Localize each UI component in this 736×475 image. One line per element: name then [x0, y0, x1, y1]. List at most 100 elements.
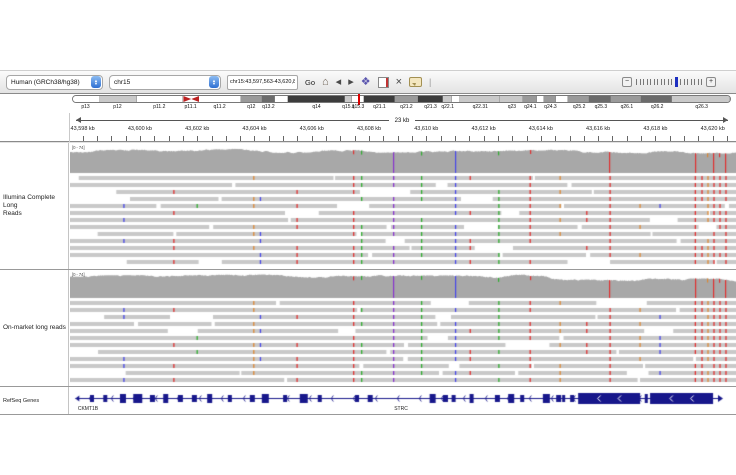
ideogram-band-label: p11.1 — [184, 104, 197, 110]
ruler-tick-label: 43,610 kb — [414, 126, 439, 132]
ruler-tick — [540, 136, 542, 141]
ideogram-band-label: p12 — [113, 104, 122, 110]
track-refseq-genes: RefSeq Genes CKMT1B STRC — [0, 387, 736, 415]
ideogram-band-label: p11.2 — [153, 104, 166, 110]
ideogram-band — [99, 96, 137, 102]
alignment-panel-canvas[interactable] — [70, 270, 736, 386]
zoom-in-button[interactable]: + — [706, 76, 716, 87]
ideogram-band — [199, 96, 242, 102]
ruler-tick-label: 43,608 kb — [356, 126, 382, 132]
zoom-slider-tick — [667, 78, 669, 85]
ideogram-band-label: q24.3 — [544, 104, 557, 110]
ideogram-band — [417, 96, 443, 102]
ruler-tick — [727, 136, 728, 141]
ideogram-band-label: q26.2 — [650, 104, 664, 110]
chromosome-select[interactable]: chr15 ▲ ▼ — [109, 74, 221, 90]
ideogram-band — [523, 96, 537, 102]
track-name: Illumina Complete Long — [3, 194, 56, 209]
locus-input[interactable] — [227, 74, 298, 90]
ideogram-band — [641, 96, 672, 102]
ruler-tick — [497, 136, 499, 141]
ruler-tick — [240, 136, 242, 141]
chromosome-ideogram[interactable] — [72, 94, 731, 105]
ruler-tick — [698, 136, 700, 141]
ruler-tick — [225, 136, 227, 141]
refresh-icon[interactable]: ❖ — [360, 76, 371, 88]
chromosome-select-value: chr15 — [114, 78, 131, 86]
zoom-slider-thumb[interactable] — [674, 76, 678, 87]
ruler-tick — [139, 136, 141, 141]
ruler-tick — [454, 136, 456, 141]
zoom-slider-tick — [646, 78, 648, 85]
ruler-tick — [684, 136, 686, 141]
zoom-slider-track[interactable] — [636, 76, 702, 87]
ideogram-bands — [72, 95, 731, 103]
zoom-out-button[interactable]: − — [622, 76, 632, 87]
ruler-tick — [311, 136, 313, 141]
dropdown-arrows-icon[interactable]: ▲ ▼ — [91, 76, 101, 88]
ideogram-band-label: q15.1 — [342, 104, 355, 110]
gene-label: CKMT1B — [77, 406, 99, 412]
coverage-range-label: [0 - 74] — [72, 272, 85, 277]
home-icon[interactable]: ⌂ — [322, 76, 329, 88]
ruler-tick-labels: 43,598 kb 43,600 kb 43,602 kb 43,604 kb 43,6… — [70, 126, 736, 133]
ruler-tick-label: 43,604 kb — [242, 126, 267, 132]
ideogram-band — [73, 96, 100, 102]
close-tracks-icon[interactable]: × — [395, 76, 403, 88]
ruler-tick — [268, 136, 270, 141]
ideogram-band-label: q26.1 — [620, 104, 634, 110]
ideogram-band — [275, 96, 289, 102]
ideogram-band — [536, 96, 545, 102]
ideogram-band — [288, 96, 345, 102]
ideogram-band-label: q25.2 — [572, 104, 586, 110]
ruler-tick — [397, 136, 399, 141]
track-on-market-long-reads: On-market long reads [0 - 74] — [0, 270, 736, 387]
go-button[interactable]: Go — [305, 77, 316, 87]
zoom-slider[interactable]: − + — [622, 75, 716, 88]
ruler-tick-label: 43,600 kb — [127, 126, 153, 132]
ruler-tick — [82, 136, 84, 141]
ruler-tick — [612, 136, 614, 141]
ideogram-band-label: q12 — [247, 104, 256, 110]
ideogram-band-label: q13.2 — [262, 104, 275, 110]
ideogram-band — [442, 96, 453, 102]
ruler-tick-label: 43,616 kb — [586, 126, 611, 132]
ruler-tick — [569, 136, 571, 141]
chromosome-ideogram-panel: p13 p12 p11.2 p11.1 q11.2 q12 q13.2 q14 q15.1 q15… — [0, 94, 736, 113]
span-indicator: 23 kb — [76, 116, 728, 125]
ideogram-band-label: q22.31 — [472, 104, 488, 110]
track-name-cell[interactable]: RefSeq Genes — [0, 387, 69, 414]
ruler-panel[interactable]: 23 kb 43,598 kb 43,600 kb 43,602 kb 43,604 … — [0, 113, 736, 142]
alignment-panel-canvas[interactable] — [70, 143, 736, 269]
dropdown-arrows-icon[interactable]: ▲ ▼ — [209, 76, 219, 88]
ideogram-band-label: q24.1 — [524, 104, 537, 110]
ideogram-band-label: q14 — [312, 104, 321, 110]
genome-select[interactable]: Human (GRCh38/hg38) ▲ ▼ — [6, 74, 103, 90]
ideogram-band — [183, 96, 200, 102]
zoom-slider-tick — [680, 78, 681, 85]
ideogram-band — [459, 96, 501, 102]
ideogram-band — [500, 96, 524, 102]
ruler-tick — [297, 136, 299, 141]
back-icon[interactable]: ◂ — [335, 76, 342, 88]
ruler-tick-label: 43,602 kb — [185, 126, 210, 132]
track-name-cell[interactable]: On-market long reads — [0, 270, 69, 386]
ideogram-band-label: q25.3 — [594, 104, 608, 110]
ideogram-band-label: q21.3 — [424, 104, 437, 110]
track-illumina-complete-long-reads: Illumina Complete Long Reads [0 - 74] — [0, 143, 736, 270]
popup-text-icon[interactable] — [409, 77, 423, 87]
region-tool-icon[interactable] — [377, 76, 389, 88]
ruler-tick — [426, 136, 428, 141]
forward-icon[interactable]: ▸ — [348, 76, 354, 88]
ideogram-band — [136, 96, 184, 102]
ideogram-band — [544, 96, 556, 102]
ideogram-position-marker — [358, 94, 360, 105]
toolbar-icons: ⌂ ◂ ▸ ❖ × | — [322, 76, 431, 88]
track-name-cell[interactable]: Illumina Complete Long Reads — [0, 143, 69, 269]
ideogram-band-label: q23 — [507, 104, 517, 110]
ideogram-band — [567, 96, 590, 102]
ruler-tick — [182, 136, 184, 141]
gene-track-canvas[interactable] — [70, 387, 736, 414]
ideogram-band-labels: p13 p12 p11.2 p11.1 q11.2 q12 q13.2 q14 q15.1 q15… — [72, 104, 731, 112]
separator: | — [429, 77, 432, 87]
